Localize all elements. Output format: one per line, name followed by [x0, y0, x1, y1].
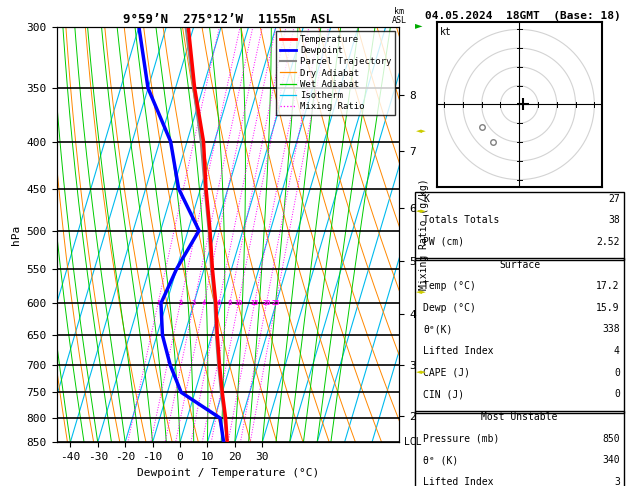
Text: 340: 340 [602, 455, 620, 465]
Text: ◄►: ◄► [416, 208, 426, 214]
Text: 4: 4 [202, 300, 206, 306]
Text: 15: 15 [250, 300, 259, 306]
Text: Dewp (°C): Dewp (°C) [423, 303, 476, 313]
Text: 8: 8 [228, 300, 232, 306]
Text: Pressure (mb): Pressure (mb) [423, 434, 500, 444]
Text: 17.2: 17.2 [596, 281, 620, 291]
Text: 1: 1 [156, 300, 160, 306]
Text: ◄►: ◄► [416, 128, 426, 134]
Text: Lifted Index: Lifted Index [423, 346, 494, 356]
Text: 3: 3 [192, 300, 196, 306]
X-axis label: Dewpoint / Temperature (°C): Dewpoint / Temperature (°C) [137, 468, 319, 478]
Text: 38: 38 [608, 215, 620, 226]
Text: 25: 25 [272, 300, 280, 306]
Text: 10: 10 [234, 300, 243, 306]
Text: LCL: LCL [404, 437, 421, 447]
Text: 04.05.2024  18GMT  (Base: 18): 04.05.2024 18GMT (Base: 18) [425, 11, 620, 21]
Text: 3: 3 [614, 477, 620, 486]
Y-axis label: Mixing Ratio (g/kg): Mixing Ratio (g/kg) [419, 179, 429, 290]
Text: 6: 6 [217, 300, 221, 306]
Text: θᵉ(K): θᵉ(K) [423, 325, 453, 334]
Text: θᵉ (K): θᵉ (K) [423, 455, 459, 465]
Text: 0: 0 [614, 389, 620, 399]
Text: ►: ► [415, 20, 423, 31]
Text: km
ASL: km ASL [392, 7, 407, 25]
Y-axis label: hPa: hPa [11, 225, 21, 244]
Bar [415, 411, 624, 486]
Text: 2.52: 2.52 [596, 237, 620, 247]
Text: 850: 850 [602, 434, 620, 444]
Text: 20: 20 [262, 300, 270, 306]
Text: Most Unstable: Most Unstable [481, 412, 558, 422]
Text: 2: 2 [178, 300, 182, 306]
Title: 9°59’N  275°12’W  1155m  ASL: 9°59’N 275°12’W 1155m ASL [123, 13, 333, 26]
Text: 4: 4 [614, 346, 620, 356]
Bar [415, 259, 624, 413]
Text: ◄►: ◄► [416, 369, 426, 375]
Text: 15.9: 15.9 [596, 303, 620, 313]
Text: Totals Totals: Totals Totals [423, 215, 500, 226]
Text: ◄►: ◄► [416, 289, 426, 295]
Text: CAPE (J): CAPE (J) [423, 368, 470, 378]
Legend: Temperature, Dewpoint, Parcel Trajectory, Dry Adiabat, Wet Adiabat, Isotherm, Mi: Temperature, Dewpoint, Parcel Trajectory… [276, 31, 395, 115]
Text: 338: 338 [602, 325, 620, 334]
Text: PW (cm): PW (cm) [423, 237, 465, 247]
Text: Surface: Surface [499, 260, 540, 270]
Text: kt: kt [440, 27, 452, 37]
Bar [415, 192, 624, 260]
Text: K: K [423, 194, 430, 204]
Text: CIN (J): CIN (J) [423, 389, 465, 399]
Text: Lifted Index: Lifted Index [423, 477, 494, 486]
Text: Temp (°C): Temp (°C) [423, 281, 476, 291]
Text: 27: 27 [608, 194, 620, 204]
Text: 0: 0 [614, 368, 620, 378]
